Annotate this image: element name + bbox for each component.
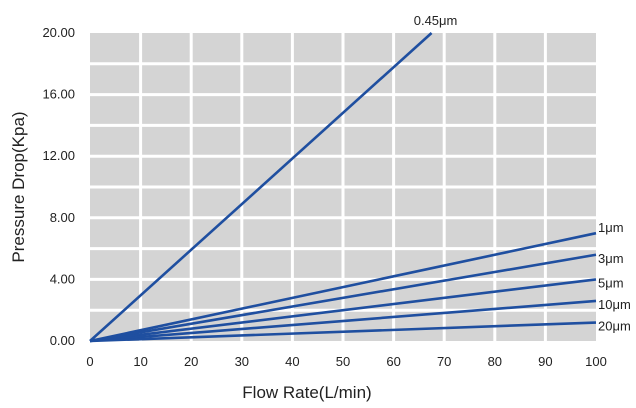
series-label-2: 3μm xyxy=(598,251,624,266)
x-tick-label: 0 xyxy=(86,354,93,369)
x-tick-label: 70 xyxy=(437,354,451,369)
y-axis-ticks: 0.00 4.00 8.00 12.00 16.00 20.00 xyxy=(42,25,75,348)
series-line-3 xyxy=(89,278,597,343)
y-axis-title: Pressure Drop(Kpa) xyxy=(9,111,28,262)
series-labels: 0.45μm 1μm 3μm 5μm 10μm 20μm xyxy=(414,13,631,334)
series-lines xyxy=(89,32,597,343)
y-tick-label: 12.00 xyxy=(42,148,75,163)
y-tick-label: 20.00 xyxy=(42,25,75,40)
y-tick-label: 0.00 xyxy=(50,333,75,348)
series-label-3: 5μm xyxy=(598,275,624,290)
series-label-1: 1μm xyxy=(598,220,624,235)
series-label-5: 20μm xyxy=(598,319,631,334)
x-axis-title: Flow Rate(L/min) xyxy=(242,383,371,402)
x-tick-label: 80 xyxy=(488,354,502,369)
x-tick-label: 10 xyxy=(133,354,147,369)
y-tick-label: 4.00 xyxy=(50,271,75,286)
series-line-2 xyxy=(89,253,597,343)
x-tick-label: 50 xyxy=(336,354,350,369)
x-tick-label: 60 xyxy=(386,354,400,369)
series-line-1 xyxy=(89,231,597,343)
y-tick-label: 8.00 xyxy=(50,210,75,225)
x-axis-ticks: 0 10 20 30 40 50 60 70 80 90 100 xyxy=(86,354,606,369)
series-line-5 xyxy=(89,321,597,343)
y-tick-label: 16.00 xyxy=(42,87,75,102)
x-tick-label: 90 xyxy=(538,354,552,369)
series-label-0: 0.45μm xyxy=(414,13,458,28)
series-line-0 xyxy=(89,32,433,342)
x-tick-label: 100 xyxy=(585,354,607,369)
x-tick-label: 40 xyxy=(285,354,299,369)
x-tick-label: 30 xyxy=(235,354,249,369)
series-label-4: 10μm xyxy=(598,297,631,312)
x-tick-label: 20 xyxy=(184,354,198,369)
series-line-4 xyxy=(89,299,597,343)
